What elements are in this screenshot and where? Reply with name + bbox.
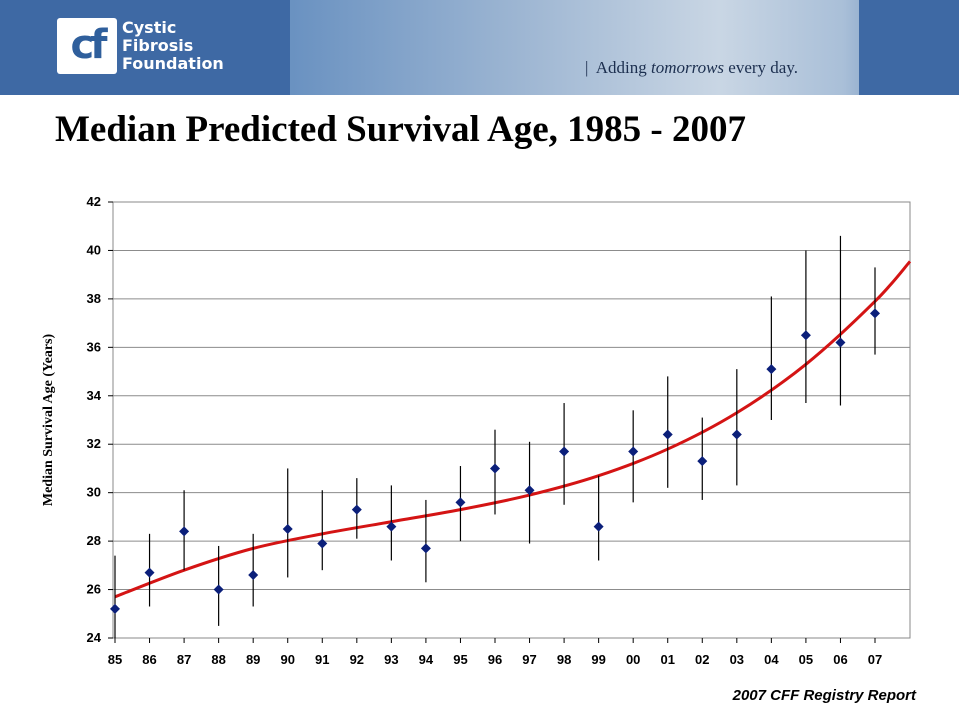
y-tick-label: 38 xyxy=(87,291,101,306)
x-tick-label: 00 xyxy=(626,652,640,667)
x-tick-label: 98 xyxy=(557,652,571,667)
plot-area xyxy=(112,201,911,639)
tagline: | Adding tomorrows every day. xyxy=(585,58,798,78)
data-point xyxy=(282,524,293,534)
data-point xyxy=(559,446,570,457)
x-tick-label: 93 xyxy=(384,652,398,667)
x-tick-label: 97 xyxy=(522,652,536,667)
x-tick-label: 04 xyxy=(764,652,779,667)
banner-left-panel xyxy=(0,0,290,95)
y-tick-label: 24 xyxy=(87,630,102,645)
data-point xyxy=(490,463,500,474)
y-axis-label: Median Survival Age (Years) xyxy=(41,334,56,507)
x-tick-label: 85 xyxy=(108,652,122,667)
data-point xyxy=(213,584,224,595)
x-tick-label: 91 xyxy=(315,652,329,667)
x-tick-label: 86 xyxy=(142,652,156,667)
data-point xyxy=(697,456,708,467)
data-point xyxy=(524,485,535,496)
data-point xyxy=(110,603,120,614)
x-tick-label: 95 xyxy=(453,652,467,667)
tagline-emphasis: tomorrows xyxy=(650,58,725,77)
tagline-prefix: Adding xyxy=(595,58,647,77)
slide-title: Median Predicted Survival Age, 1985 - 20… xyxy=(55,109,746,150)
x-tick-label: 94 xyxy=(419,652,434,667)
tagline-separator: | xyxy=(585,58,589,77)
y-tick-label: 30 xyxy=(87,485,101,500)
x-tick-label: 87 xyxy=(177,652,191,667)
data-point xyxy=(386,521,397,532)
logo-line-1: Cystic xyxy=(122,18,177,37)
data-point xyxy=(870,308,880,319)
data-point xyxy=(351,504,362,515)
data-point xyxy=(179,526,190,537)
data-point xyxy=(800,330,811,341)
data-point xyxy=(248,570,259,581)
x-tick-label: 05 xyxy=(799,652,813,667)
data-point xyxy=(731,429,742,440)
tagline-suffix: every day. xyxy=(728,58,798,77)
y-tick-label: 26 xyxy=(87,582,101,597)
data-point xyxy=(766,364,777,375)
header-banner: cf Cystic Fibrosis Foundation | Adding t… xyxy=(0,0,959,95)
x-tick-label: 02 xyxy=(695,652,709,667)
x-tick-label: 92 xyxy=(350,652,364,667)
y-tick-label: 28 xyxy=(87,533,101,548)
cf-logo-icon: cf xyxy=(57,18,117,74)
y-tick-label: 42 xyxy=(87,194,101,209)
data-point xyxy=(317,538,328,549)
x-tick-label: 88 xyxy=(211,652,225,667)
y-tick-label: 36 xyxy=(87,339,101,354)
data-point xyxy=(455,497,466,508)
x-tick-label: 90 xyxy=(280,652,294,667)
y-tick-label: 32 xyxy=(87,436,101,451)
report-footer: 2007 CFF Registry Report xyxy=(732,687,916,704)
y-tick-label: 34 xyxy=(87,388,102,403)
logo-mark: cf xyxy=(70,22,107,68)
data-point xyxy=(662,429,673,440)
data-point xyxy=(628,446,639,457)
x-tick-label: 99 xyxy=(591,652,605,667)
y-tick-label: 40 xyxy=(87,242,101,257)
data-point xyxy=(593,521,604,532)
data-point xyxy=(420,543,431,554)
banner-right-panel xyxy=(859,0,959,95)
logo-line-3: Foundation xyxy=(122,54,224,73)
x-tick-label: 01 xyxy=(660,652,674,667)
logo-wordmark: Cystic Fibrosis Foundation xyxy=(122,19,252,73)
x-tick-label: 06 xyxy=(833,652,847,667)
x-tick-label: 89 xyxy=(246,652,260,667)
survival-chart: 24 26 28 30 32 34 36 38 40 42 85 86 87 88 89 90 91 92 93 94… xyxy=(41,194,912,667)
data-point xyxy=(835,337,846,348)
logo-line-2: Fibrosis xyxy=(122,36,194,55)
x-tick-label: 07 xyxy=(868,652,882,667)
x-tick-label: 96 xyxy=(488,652,502,667)
data-point xyxy=(144,567,155,578)
x-tick-label: 03 xyxy=(730,652,744,667)
